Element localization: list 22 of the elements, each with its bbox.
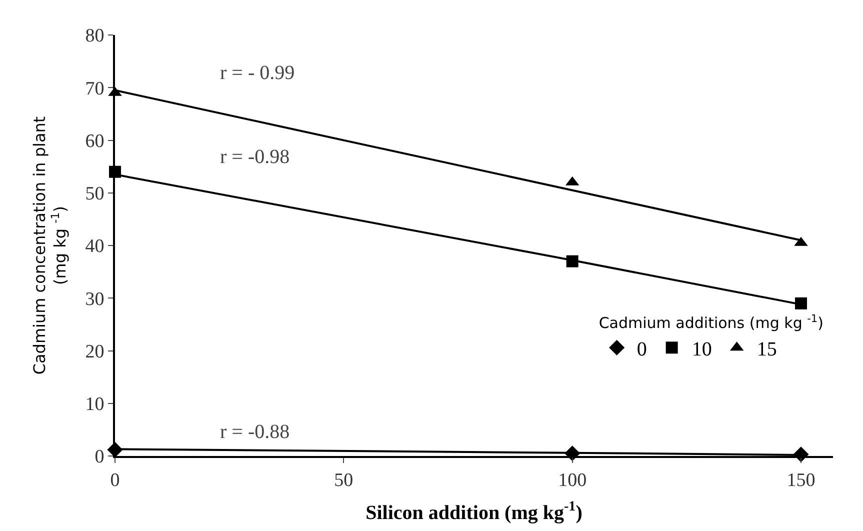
legend-label: 0	[636, 338, 647, 360]
y-tick-label: 30	[85, 288, 104, 310]
y-tick-label: 10	[85, 394, 104, 416]
annotation: r = -0.88	[220, 421, 290, 443]
x-tick-label: 100	[558, 470, 587, 491]
point	[794, 297, 807, 310]
x-tick-label: 50	[334, 470, 354, 491]
annotation: r = - 0.99	[220, 62, 295, 84]
y-tick-label: 0	[94, 446, 104, 468]
annotation: r = -0.98	[220, 146, 290, 168]
x-tick-label: 0	[110, 470, 120, 491]
legend-title: Cadmium additions (mg kg $^{-1}$)	[598, 312, 824, 332]
y-tick-label: 40	[85, 236, 104, 258]
legend-label: 10	[692, 338, 712, 360]
x-axis-title: Silicon addition (mg kg$^{-1}$)	[366, 499, 582, 524]
y-tick-label: 50	[85, 184, 104, 205]
y-tick-label: 70	[85, 78, 104, 100]
y-tick-label: 80	[85, 26, 104, 47]
legend-label: 15	[756, 338, 777, 360]
y-tick-label: 60	[85, 130, 104, 152]
y-tick-label: 20	[85, 341, 104, 362]
x-tick-label: 150	[786, 470, 816, 491]
